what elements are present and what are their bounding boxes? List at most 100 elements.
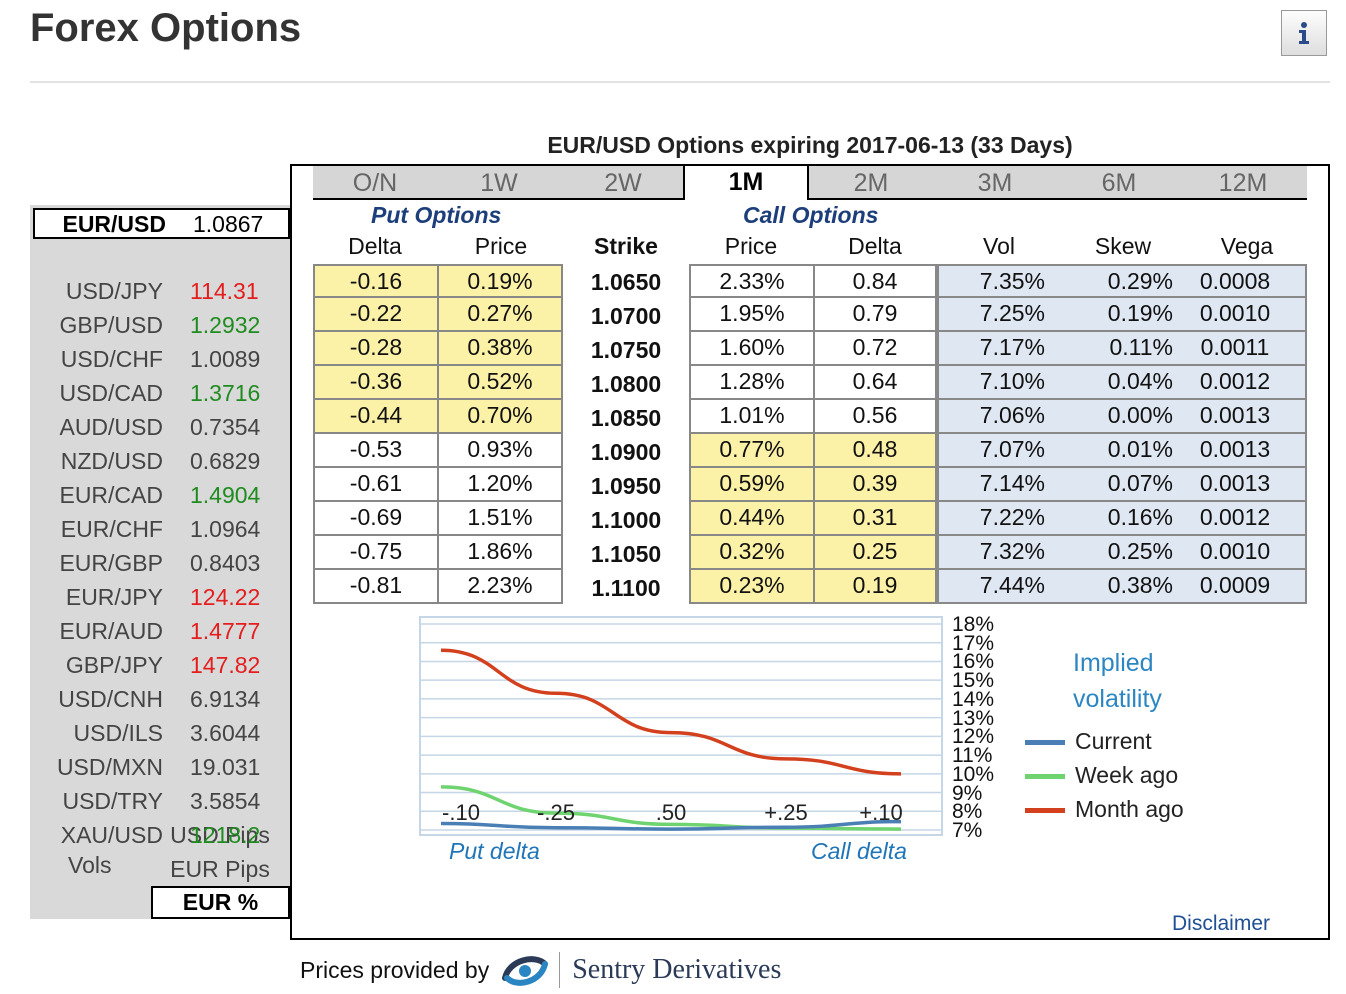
call-delta-cell: 0.64 bbox=[813, 366, 937, 400]
pair-row-usd-ils[interactable]: USD/ILS 3.6044 bbox=[30, 717, 290, 751]
pair-symbol: AUD/USD bbox=[59, 414, 163, 440]
x-tick-label: -.10 bbox=[442, 800, 480, 825]
x-tick-label: -.25 bbox=[537, 800, 575, 825]
vol-skew-vega-cells: 7.06% 0.00% 0.0013 bbox=[937, 400, 1307, 434]
y-tick-label: 15% bbox=[952, 669, 995, 693]
put-delta-cell: -0.75 bbox=[313, 536, 439, 570]
pair-row-nzd-usd[interactable]: NZD/USD 0.6829 bbox=[30, 445, 290, 479]
tab-on[interactable]: O/N bbox=[352, 169, 398, 197]
pair-row-gbp-jpy[interactable]: GBP/JPY 147.82 bbox=[30, 649, 290, 683]
put-price-cell: 0.19% bbox=[437, 264, 563, 298]
put-price-cell: 1.20% bbox=[437, 468, 563, 502]
pair-symbol: USD/CAD bbox=[59, 380, 163, 406]
strike-cell: 1.1000 bbox=[590, 507, 662, 533]
tab-1w[interactable]: 1W bbox=[480, 169, 518, 197]
pair-row-eur-cad[interactable]: EUR/CAD 1.4904 bbox=[30, 479, 290, 513]
pair-price: 6.9134 bbox=[190, 686, 261, 712]
vol-value: 7.22% bbox=[979, 504, 1045, 530]
header-divider bbox=[30, 81, 1330, 83]
legend-title-line-1: Implied bbox=[1073, 649, 1154, 677]
put-delta-cell: -0.28 bbox=[313, 332, 439, 366]
pair-row-usd-jpy[interactable]: USD/JPY 114.31 bbox=[30, 275, 290, 309]
strike-cell: 1.0750 bbox=[590, 337, 662, 363]
vol-option-eur-percent[interactable]: EUR % bbox=[151, 886, 290, 919]
tab-3m[interactable]: 3M bbox=[977, 169, 1013, 197]
skew-value: 0.25% bbox=[1107, 538, 1173, 564]
pair-row-xau-usd[interactable]: XAU/USD 1218.2 bbox=[30, 819, 290, 853]
vol-option-eur-pips[interactable]: EUR Pips bbox=[170, 856, 270, 882]
call-price-cell: 0.77% bbox=[689, 434, 815, 468]
vega-value: 0.0008 bbox=[1199, 268, 1271, 294]
series-line-week-ago bbox=[440, 785, 902, 831]
call-delta-cell: 0.39 bbox=[813, 468, 937, 502]
vol-skew-vega-cells: 7.14% 0.07% 0.0013 bbox=[937, 468, 1307, 502]
y-tick-label: 9% bbox=[952, 781, 983, 805]
vega-value: 0.0010 bbox=[1199, 538, 1271, 564]
pair-symbol: USD/JPY bbox=[65, 278, 163, 304]
pair-row-eur-aud[interactable]: EUR/AUD 1.4777 bbox=[30, 615, 290, 649]
pair-symbol: EUR/CHF bbox=[60, 516, 163, 542]
skew-value: 0.00% bbox=[1107, 402, 1173, 428]
tab-2m[interactable]: 2M bbox=[853, 169, 889, 197]
pair-row-usd-cad[interactable]: USD/CAD 1.3716 bbox=[30, 377, 290, 411]
vol-skew-vega-cells: 7.22% 0.16% 0.0012 bbox=[937, 502, 1307, 536]
call-delta-cell: 0.25 bbox=[813, 536, 937, 570]
pair-row-usd-try[interactable]: USD/TRY 3.5854 bbox=[30, 785, 290, 819]
vol-value: 7.14% bbox=[979, 470, 1045, 496]
pair-row-aud-usd[interactable]: AUD/USD 0.7354 bbox=[30, 411, 290, 445]
vega-value: 0.0012 bbox=[1199, 368, 1271, 394]
strike-cell: 1.1100 bbox=[591, 575, 661, 601]
disclaimer-link[interactable]: Disclaimer bbox=[1172, 912, 1271, 935]
strike-cell: 1.0800 bbox=[590, 371, 662, 397]
legend-label-week-ago: Week ago bbox=[1075, 762, 1179, 788]
pair-row-usd-mxn[interactable]: USD/MXN 19.031 bbox=[30, 751, 290, 785]
tab-12m[interactable]: 12M bbox=[1218, 169, 1268, 197]
call-delta-cell: 0.84 bbox=[813, 264, 937, 298]
vol-option-usd-pips[interactable]: USD Pips bbox=[170, 822, 270, 848]
put-delta-cell: -0.81 bbox=[313, 570, 439, 604]
pair-symbol: USD/MXN bbox=[56, 754, 163, 780]
vol-skew-vega-cells: 7.17% 0.11% 0.0011 bbox=[937, 332, 1307, 366]
tab-6m[interactable]: 6M bbox=[1101, 169, 1137, 197]
pair-price: 1.3716 bbox=[190, 380, 261, 406]
tab-2w[interactable]: 2W bbox=[604, 169, 642, 197]
put-price-cell: 0.93% bbox=[437, 434, 563, 468]
put-delta-cell: -0.36 bbox=[313, 366, 439, 400]
put-price-cell: 1.51% bbox=[437, 502, 563, 536]
vega-value: 0.0009 bbox=[1199, 572, 1271, 598]
pair-symbol: EUR/USD bbox=[62, 211, 166, 237]
vol-value: 7.06% bbox=[979, 402, 1045, 428]
x-tick-label: +.10 bbox=[859, 800, 902, 825]
put-price-cell: 0.52% bbox=[437, 366, 563, 400]
call-delta-cell: 0.79 bbox=[813, 298, 937, 332]
pair-symbol: EUR/GBP bbox=[59, 550, 163, 576]
vol-skew-vega-cells: 7.35% 0.29% 0.0008 bbox=[937, 264, 1307, 298]
tab-1m[interactable]: 1M bbox=[683, 164, 809, 200]
implied-vol-chart-svg: -.10 -.25 .50 +.25 +.10 bbox=[421, 623, 941, 831]
col-put-price: Price bbox=[474, 233, 528, 259]
put-delta-cell: -0.22 bbox=[313, 298, 439, 332]
pair-row-eur-jpy[interactable]: EUR/JPY 124.22 bbox=[30, 581, 290, 615]
info-button[interactable] bbox=[1281, 10, 1327, 56]
call-price-cell: 0.32% bbox=[689, 536, 815, 570]
options-title: EUR/USD Options expiring 2017-06-13 (33 … bbox=[547, 132, 1073, 158]
legend-title: Implied volatility bbox=[1073, 645, 1162, 717]
call-delta-cell: 0.72 bbox=[813, 332, 937, 366]
skew-value: 0.38% bbox=[1107, 572, 1173, 598]
pair-row-gbp-usd[interactable]: GBP/USD 1.2932 bbox=[30, 309, 290, 343]
y-tick-label: 8% bbox=[952, 800, 983, 824]
pair-row-eur-chf[interactable]: EUR/CHF 1.0964 bbox=[30, 513, 290, 547]
put-price-cell: 1.86% bbox=[437, 536, 563, 570]
pair-row-eur-usd[interactable]: EUR/USD 1.0867 bbox=[33, 208, 290, 239]
vega-value: 0.0012 bbox=[1199, 504, 1271, 530]
info-icon bbox=[1299, 22, 1309, 44]
call-delta-cell: 0.56 bbox=[813, 400, 937, 434]
pair-row-usd-chf[interactable]: USD/CHF 1.0089 bbox=[30, 343, 290, 377]
call-price-cell: 1.28% bbox=[689, 366, 815, 400]
pair-row-usd-cnh[interactable]: USD/CNH 6.9134 bbox=[30, 683, 290, 717]
y-tick-label: 7% bbox=[952, 819, 983, 842]
vol-value: 7.35% bbox=[979, 268, 1045, 294]
pair-row-eur-gbp[interactable]: EUR/GBP 0.8403 bbox=[30, 547, 290, 581]
vol-skew-vega-cells: 7.44% 0.38% 0.0009 bbox=[937, 570, 1307, 604]
call-delta-cell: 0.31 bbox=[813, 502, 937, 536]
